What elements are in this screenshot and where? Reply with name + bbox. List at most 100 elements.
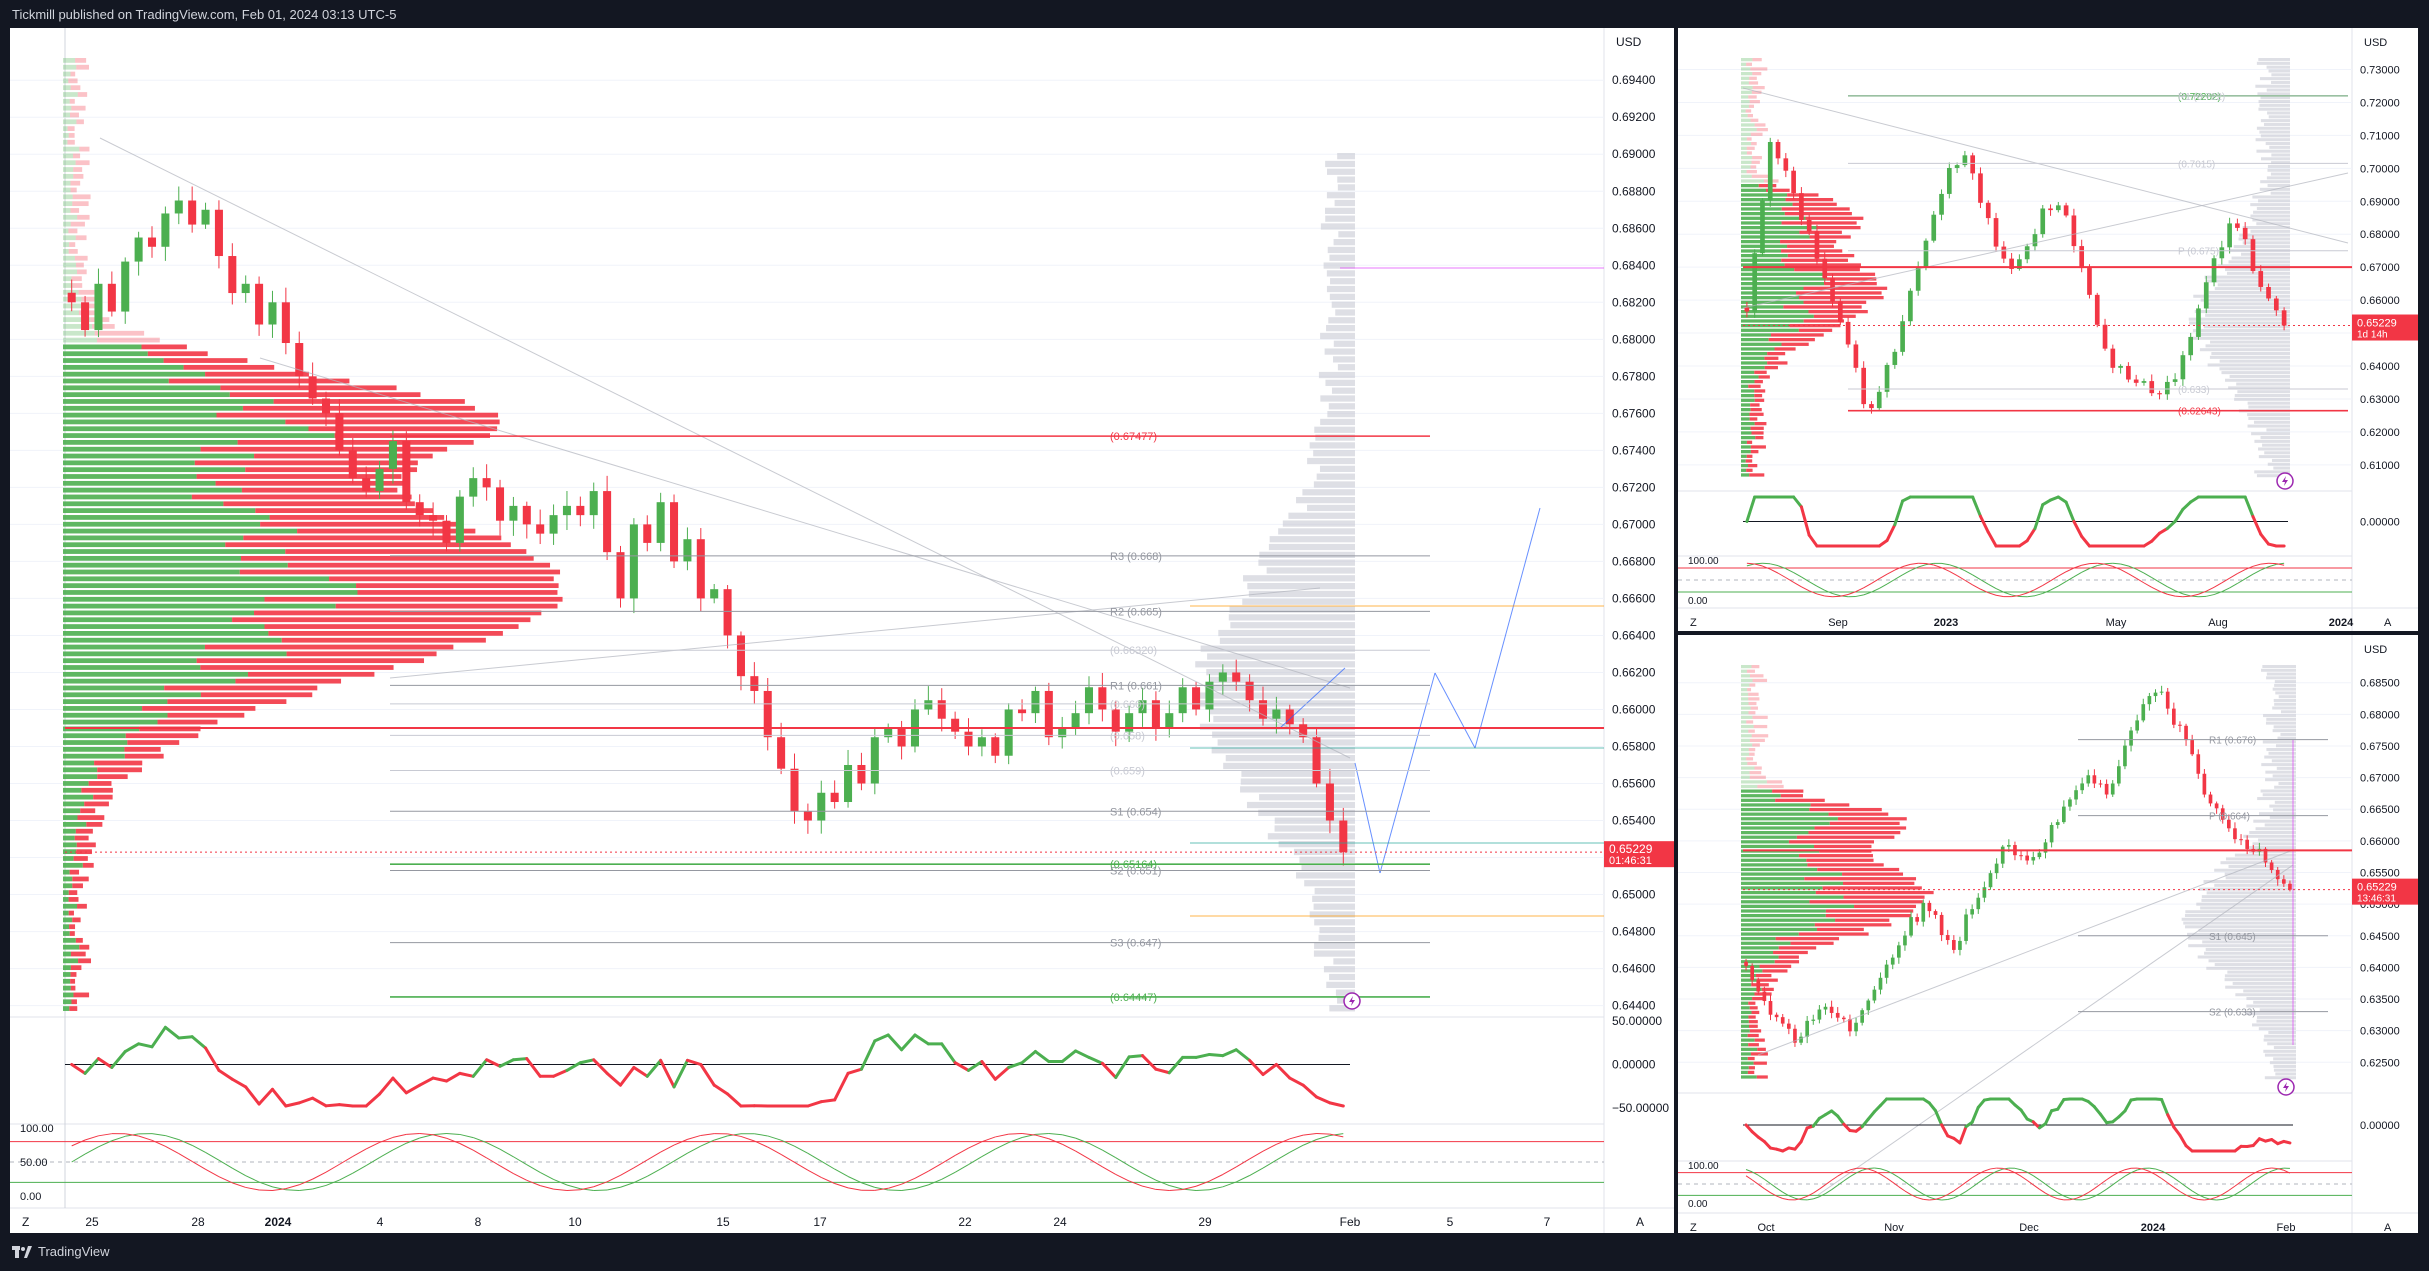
candle-down — [1312, 737, 1321, 784]
volume-profile-bar-buy — [63, 985, 71, 991]
auto-scale-a-button[interactable]: A — [2384, 617, 2392, 629]
volume-profile-bar-buy — [63, 685, 165, 691]
volume-profile-bar-buy — [63, 576, 330, 582]
trend-line[interactable] — [1742, 172, 2349, 309]
volume-profile-bar-buy — [1741, 95, 1749, 99]
main-chart-pane[interactable]: USD 0.69400 0.69200 0.69000 0.68800 0.68600 0.… — [10, 28, 1674, 1233]
y-tick-label: 0.71000 — [2360, 130, 2400, 142]
trend-line[interactable] — [1742, 87, 2349, 244]
candle-down — [429, 515, 438, 521]
stochastic-line — [1977, 1178, 1985, 1184]
volume-profile-bar-buy — [1741, 858, 1807, 862]
stochastic-line — [2204, 1198, 2211, 1201]
price-axis[interactable] — [2352, 635, 2418, 1233]
volume-profile-bar — [1313, 450, 1355, 457]
volume-profile-bar-buy — [1741, 950, 1774, 955]
candle-up — [1897, 945, 1901, 958]
volume-profile-bar-sell — [73, 992, 90, 998]
stochastic-line — [433, 1132, 447, 1136]
stochastic-line — [392, 1142, 407, 1151]
stochastic-line — [2128, 565, 2137, 570]
trend-line[interactable] — [1279, 667, 1346, 729]
volume-profile-bar-buy — [1741, 426, 1751, 430]
volume-profile-bar-sell — [1746, 720, 1754, 724]
volume-profile-bar-sell — [215, 480, 404, 486]
weekly-chart-pane[interactable]: USD 0.73000 0.72000 0.71000 0.70000 0.69000 0.… — [1678, 28, 2418, 631]
daily-chart-pane[interactable]: USD 0.68500 0.68000 0.67500 0.67000 0.66500 0.… — [1678, 635, 2418, 1233]
momentum-line — [900, 1033, 917, 1052]
price-axis[interactable] — [1604, 28, 1674, 1233]
stochastic-line — [1235, 1158, 1250, 1168]
stochastic-line — [1984, 1168, 1991, 1172]
volume-profile-bar-buy — [1741, 674, 1750, 678]
volume-profile-bar-buy — [1741, 468, 1747, 472]
trend-line[interactable] — [99, 137, 1351, 759]
momentum-line — [2056, 495, 2068, 504]
volume-profile-bar-buy — [1741, 76, 1750, 80]
volume-profile-bar-buy — [1741, 724, 1754, 729]
volume-profile-bar-buy — [1741, 1015, 1749, 1019]
volume-profile-bar-sell — [1775, 937, 1840, 941]
stochastic-line — [473, 1137, 487, 1144]
osc1-tick-label: 0.00000 — [2360, 1120, 2400, 1132]
volume-profile-bar — [1331, 301, 1355, 308]
candle-up — [1908, 290, 1913, 322]
daily-chart-svg[interactable]: USD0.685000.680000.675000.670000.665000.… — [1678, 635, 2418, 1233]
main-chart-svg[interactable]: USD0.694000.692000.690000.688000.686000.… — [10, 28, 1674, 1233]
volume-profile-bar-buy — [63, 549, 286, 554]
stochastic-line — [2221, 577, 2230, 584]
volume-profile-bar — [2276, 744, 2296, 748]
stochastic-line — [780, 1154, 795, 1163]
candle-up — [1931, 214, 1937, 241]
volume-profile-bar-buy — [1741, 366, 1765, 370]
volume-profile-bar-sell — [69, 924, 76, 930]
trend-line[interactable] — [1474, 507, 1541, 749]
stochastic-line — [312, 1171, 327, 1180]
tradingview-brand[interactable]: TradingView — [12, 1244, 110, 1259]
auto-scale-z-button[interactable]: Z — [22, 1215, 29, 1229]
candle-down — [2071, 215, 2077, 247]
candle-up — [388, 441, 397, 469]
candle-down — [1339, 820, 1348, 853]
trend-line[interactable] — [389, 587, 1321, 679]
volume-profile-bar — [2269, 804, 2296, 808]
candle-up — [589, 491, 598, 516]
volume-profile-bar-sell — [232, 617, 531, 623]
y-tick-label: 0.68200 — [1612, 295, 1656, 309]
volume-profile-bar-buy — [1741, 114, 1748, 118]
volume-profile-bar-buy — [1741, 156, 1753, 160]
volume-profile-bar-buy — [63, 378, 169, 384]
y-tick-label: 0.69200 — [1612, 110, 1656, 124]
trend-line[interactable] — [1434, 672, 1476, 749]
y-tick-label: 0.73000 — [2360, 65, 2400, 77]
volume-profile-bar-sell — [285, 419, 500, 425]
stochastic-line — [1929, 1198, 1936, 1201]
weekly-chart-svg[interactable]: USD0.730000.720000.710000.700000.690000.… — [1678, 28, 2418, 631]
auto-scale-a-button[interactable]: A — [1636, 1215, 1644, 1229]
volume-profile-bar-buy — [63, 201, 73, 207]
stochastic-line — [125, 1133, 139, 1137]
x-tick-label: 15 — [716, 1215, 730, 1229]
trend-line[interactable] — [1817, 864, 2294, 1196]
stochastic-line — [1209, 1174, 1224, 1182]
auto-scale-z-button[interactable]: Z — [1690, 1222, 1697, 1233]
trend-line[interactable] — [1379, 672, 1436, 874]
candle-down — [1232, 672, 1241, 682]
volume-profile-bar — [2207, 363, 2290, 367]
volume-profile-bar — [2280, 732, 2296, 736]
volume-profile-bar-buy — [63, 528, 298, 534]
auto-scale-z-button[interactable]: Z — [1690, 617, 1697, 629]
momentum-line — [2142, 539, 2154, 548]
trend-line[interactable] — [1757, 849, 2294, 1056]
volume-profile-bar-sell — [72, 917, 81, 923]
volume-profile-bar-sell — [1774, 960, 1800, 964]
volume-profile-bar-sell — [191, 494, 412, 500]
auto-scale-a-button[interactable]: A — [2384, 1222, 2392, 1233]
candle-down — [2245, 839, 2249, 849]
volume-profile-bar-sell — [1835, 918, 1890, 922]
volume-profile-bar — [1278, 528, 1355, 535]
trend-line[interactable] — [1354, 762, 1381, 874]
stochastic-line — [928, 1178, 942, 1186]
trend-line[interactable] — [259, 357, 1351, 689]
candle-up — [134, 237, 143, 262]
